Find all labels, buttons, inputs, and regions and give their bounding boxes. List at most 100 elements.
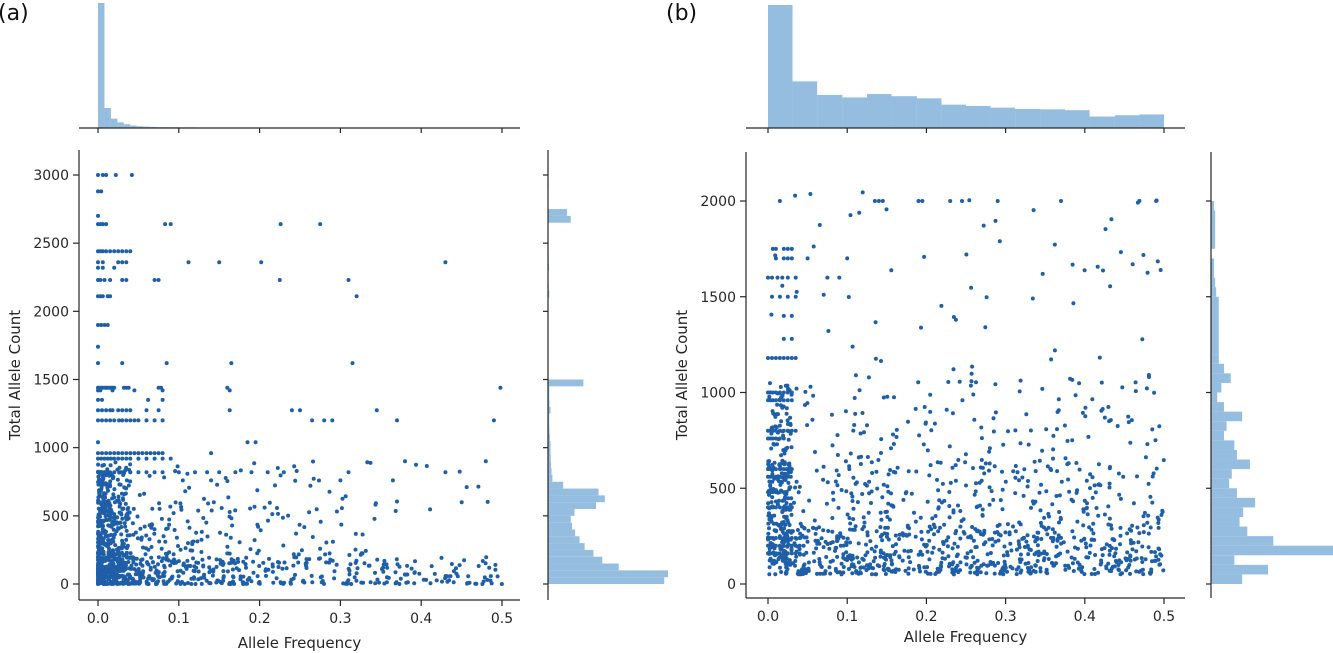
scatter-point <box>814 526 819 531</box>
scatter-point <box>1121 474 1126 479</box>
scatter-point <box>100 418 104 423</box>
scatter-point <box>863 553 868 558</box>
scatter-point <box>156 555 161 560</box>
scatter-point <box>1049 357 1054 362</box>
scatter-point <box>100 510 105 515</box>
scatter-point <box>128 456 133 461</box>
scatter-point <box>936 529 941 534</box>
scatter-point <box>1045 571 1050 576</box>
scatter-point <box>292 464 297 469</box>
scatter-point <box>1150 500 1155 505</box>
scatter-point <box>429 564 434 569</box>
scatter-point <box>777 428 782 433</box>
scatter-point <box>847 553 852 558</box>
scatter-point <box>112 451 117 456</box>
scatter-point <box>777 436 782 441</box>
scatter-point <box>1083 405 1088 410</box>
scatter-point <box>112 512 117 517</box>
scatter-point <box>988 551 993 555</box>
scatter-point <box>275 466 280 470</box>
scatter-point <box>797 543 802 548</box>
scatter-point <box>862 524 866 529</box>
scatter-point <box>112 265 117 270</box>
scatter-point <box>1075 546 1080 551</box>
scatter-point <box>1035 559 1040 563</box>
scatter-point <box>106 488 110 493</box>
scatter-point <box>853 524 858 529</box>
scatter-point <box>1146 513 1151 518</box>
scatter-point <box>106 523 111 528</box>
scatter-point <box>144 451 149 456</box>
scatter-point <box>871 566 875 571</box>
scatter-point <box>262 505 267 510</box>
scatter-point <box>1130 523 1135 528</box>
scatter-point <box>488 574 493 579</box>
scatter-point <box>225 385 230 390</box>
scatter-point <box>1126 414 1131 419</box>
scatter-point <box>1107 552 1112 557</box>
scatter-point <box>999 569 1003 574</box>
scatter-point <box>131 532 136 537</box>
scatter-point <box>1049 561 1054 565</box>
scatter-point <box>953 463 958 468</box>
scatter-point <box>884 509 889 514</box>
scatter-point <box>1084 478 1089 483</box>
scatter-point <box>1097 355 1102 360</box>
scatter-point <box>964 483 968 488</box>
scatter-point <box>779 471 784 476</box>
scatter-point <box>1029 565 1034 570</box>
scatter-point <box>778 522 783 527</box>
scatter-point <box>141 545 145 550</box>
scatter-point <box>875 486 880 491</box>
scatter-point <box>918 515 923 520</box>
scatter-point <box>789 398 794 403</box>
scatter-point <box>851 475 856 480</box>
marginal-x-bar <box>117 122 124 128</box>
scatter-point <box>784 501 789 505</box>
scatter-point <box>206 501 211 506</box>
scatter-point <box>879 517 884 522</box>
scatter-point <box>1072 535 1077 540</box>
scatter-point <box>255 522 260 527</box>
scatter-point <box>156 278 161 282</box>
scatter-point <box>322 581 326 586</box>
scatter-point <box>445 574 450 579</box>
scatter-point <box>776 557 781 562</box>
scatter-point <box>318 556 322 561</box>
scatter-point <box>1128 571 1132 576</box>
scatter-point <box>844 550 849 555</box>
scatter-point <box>108 575 113 580</box>
scatter-point <box>100 463 105 468</box>
scatter-point <box>1100 407 1105 411</box>
scatter-point <box>951 367 956 372</box>
y-tick-label: 500 <box>709 481 736 497</box>
scatter-point <box>773 414 778 419</box>
scatter-point <box>488 578 493 583</box>
scatter-point <box>1141 530 1146 535</box>
scatter-point <box>1084 545 1089 550</box>
scatter-point <box>802 562 807 567</box>
scatter-point <box>1057 520 1061 525</box>
scatter-point <box>1141 253 1146 257</box>
scatter-point <box>947 564 951 569</box>
scatter-point <box>772 460 777 465</box>
scatter-point <box>363 548 368 553</box>
scatter-point <box>105 323 110 327</box>
scatter-point <box>1128 558 1133 563</box>
marginal-y-bar <box>1211 268 1215 278</box>
scatter-point <box>935 460 940 465</box>
scatter-point <box>448 574 453 579</box>
scatter-point <box>1011 524 1015 529</box>
scatter-point <box>120 361 125 366</box>
scatter-point <box>163 539 168 544</box>
marginal-y-bar <box>1211 373 1231 383</box>
scatter-point <box>128 462 133 467</box>
scatter-point <box>101 519 106 524</box>
scatter-point <box>981 223 986 228</box>
scatter-point <box>1013 529 1018 534</box>
scatter-point <box>833 548 837 553</box>
scatter-point <box>120 260 125 265</box>
scatter-point <box>768 381 772 386</box>
scatter-point <box>830 558 835 563</box>
